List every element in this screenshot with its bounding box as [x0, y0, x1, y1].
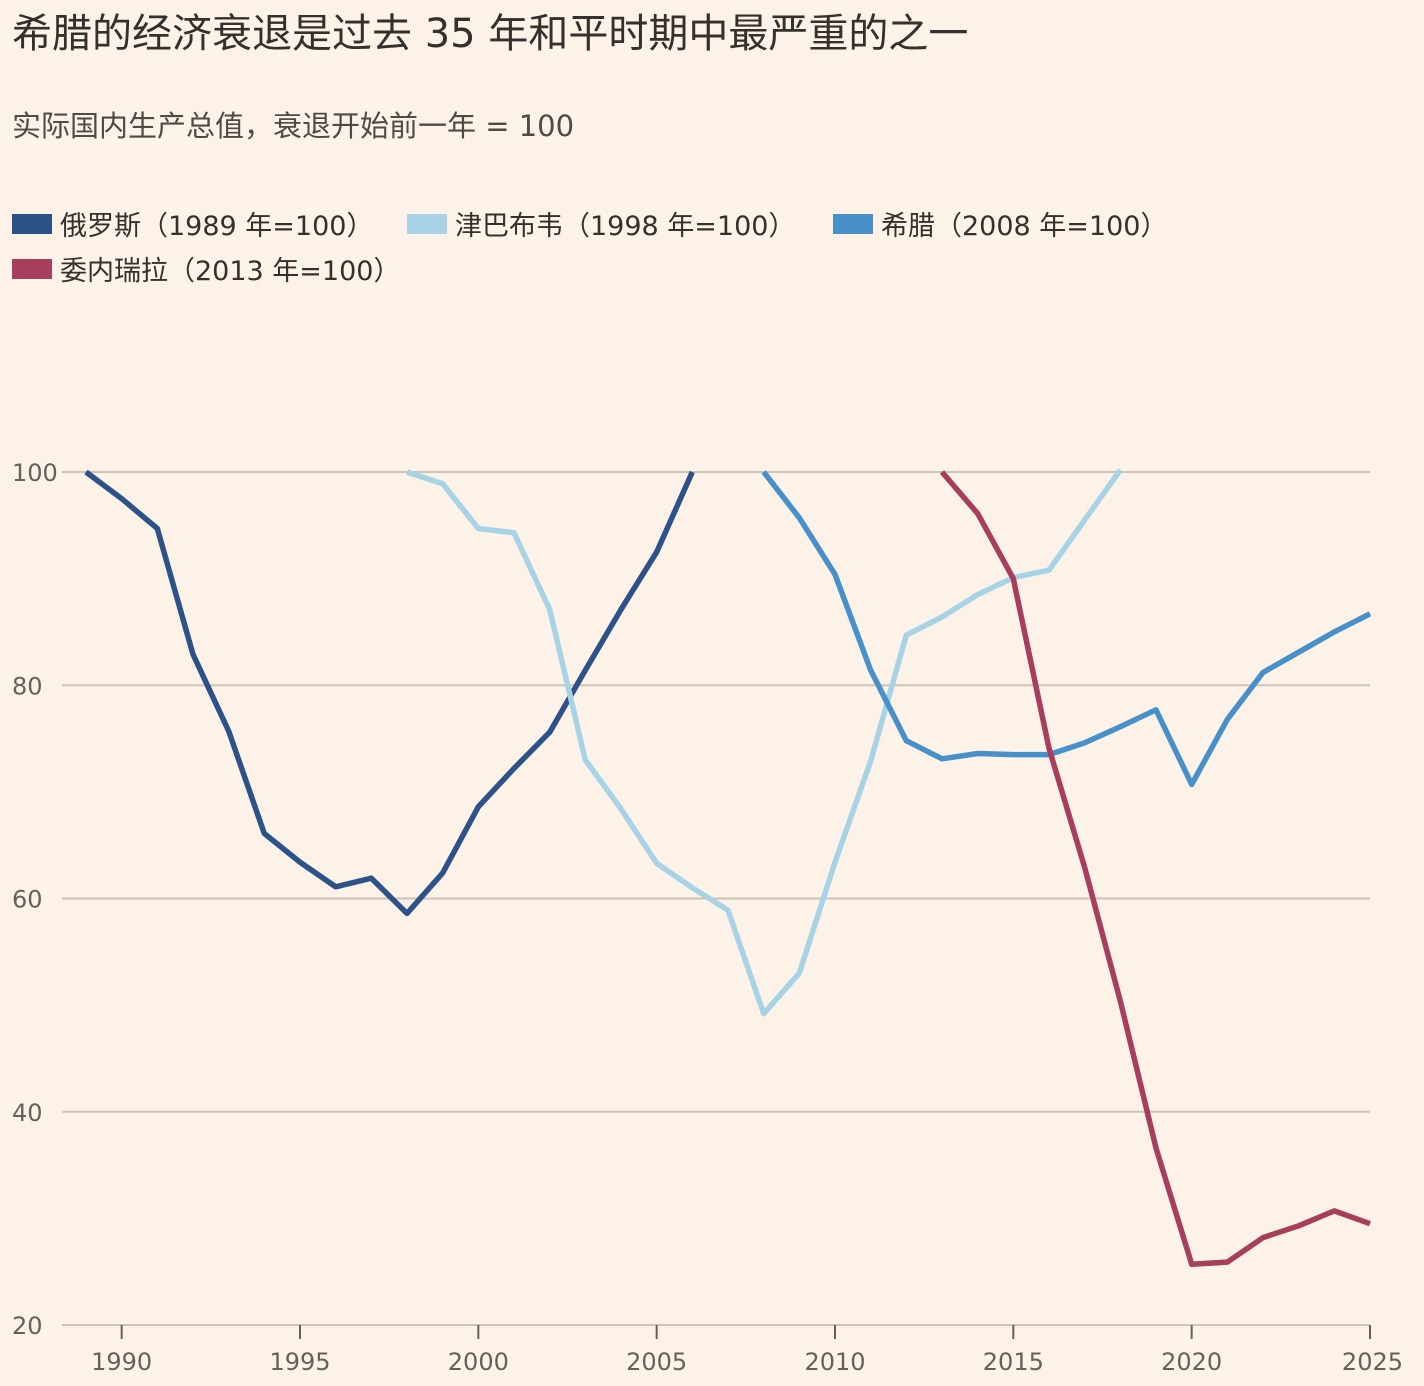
legend-item-russia: 俄罗斯（1989 年=100） [12, 204, 373, 243]
legend-item-venezuela: 委内瑞拉（2013 年=100） [12, 249, 400, 288]
series-lines [84, 468, 1372, 1267]
x-tick-label-2010: 2010 [804, 1348, 865, 1376]
chart-title: 希腊的经济衰退是过去 35 年和平时期中最严重的之一 [12, 11, 969, 57]
x-tick-label-2025: 2025 [1342, 1348, 1403, 1376]
x-axis: 1990 1995 2000 2005 2010 2015 2020 2025 [91, 1325, 1403, 1376]
gridlines [62, 471, 1370, 1326]
y-tick-label-20: 20 [12, 1312, 43, 1340]
legend-label-zimbabwe: 津巴布韦（1998 年=100） [455, 211, 796, 242]
legend-swatch-venezuela [12, 258, 52, 279]
x-tick-label-1990: 1990 [91, 1348, 152, 1376]
series-line-russia [84, 469, 695, 917]
legend-label-russia: 俄罗斯（1989 年=100） [60, 211, 374, 242]
legend-label-venezuela: 委内瑞拉（2013 年=100） [60, 256, 401, 287]
y-tick-label-40: 40 [12, 1099, 43, 1127]
y-tick-label-80: 80 [12, 672, 43, 700]
x-tick-label-2020: 2020 [1161, 1348, 1222, 1376]
x-tick-label-2000: 2000 [448, 1348, 509, 1376]
x-tick-label-1995: 1995 [269, 1348, 330, 1376]
chart-subtitle: 实际国内生产总值，衰退开始前一年 = 100 [12, 109, 575, 143]
series-line-greece [761, 470, 1372, 788]
legend-item-greece: 希腊（2008 年=100） [833, 204, 1167, 243]
y-tick-label-100: 100 [12, 459, 58, 487]
y-axis-tick-labels: 100 80 60 40 20 [12, 459, 58, 1340]
legend-label-greece: 希腊（2008 年=100） [881, 211, 1168, 242]
y-tick-label-60: 60 [12, 886, 43, 914]
legend-swatch-zimbabwe [407, 213, 447, 234]
x-tick-label-2015: 2015 [983, 1348, 1044, 1376]
series-line-zimbabwe [406, 468, 1123, 1017]
legend-swatch-greece [833, 213, 873, 234]
series-line-venezuela [939, 470, 1371, 1267]
x-tick-label-2005: 2005 [626, 1348, 687, 1376]
legend-item-zimbabwe: 津巴布韦（1998 年=100） [407, 204, 795, 243]
legend-swatch-russia [12, 213, 52, 234]
